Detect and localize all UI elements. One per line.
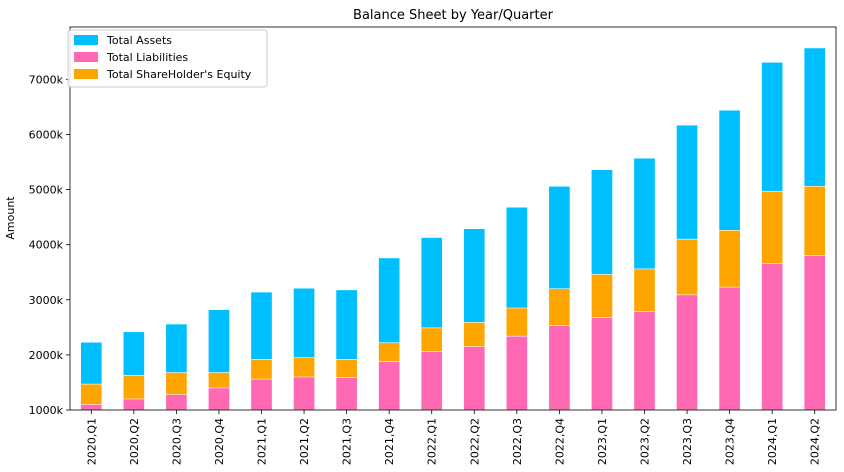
y-tick-label: 2000k [29, 349, 64, 362]
plot-frame [69, 26, 837, 411]
chart-title: Balance Sheet by Year/Quarter [353, 8, 554, 23]
bar-total-liabilities-15 [718, 286, 741, 411]
x-tick-label: 2020,Q3 [170, 418, 183, 465]
legend-label: Total Liabilities [106, 51, 188, 64]
x-tick-label: 2020,Q4 [213, 418, 226, 465]
bar-total-liabilities-2 [165, 394, 188, 411]
y-tick-label: 5000k [29, 184, 64, 197]
legend-swatch [74, 69, 98, 79]
bar-total-liabilities-6 [335, 377, 358, 411]
y-tick-label: 1000k [29, 404, 64, 417]
axes-group: 1000k 2000k 3000k 4000k 5000k 6000k 7000k 2020,… [29, 26, 837, 465]
x-tick-label: 2022,Q2 [468, 418, 481, 465]
y-tick-label: 4000k [29, 239, 64, 252]
y-tick-label: 7000k [29, 73, 64, 86]
bar-total-liabilities-4 [250, 378, 273, 411]
x-tick-label: 2021,Q3 [341, 418, 354, 465]
legend: Total Assets Total Liabilities Total Share… [67, 29, 268, 88]
legend-label: Total Assets [106, 34, 172, 47]
bar-total-liabilities-5 [293, 376, 316, 411]
bar-total-liabilities-12 [591, 317, 613, 411]
legend-swatch [74, 52, 98, 62]
bar-total-liabilities-17 [803, 255, 826, 411]
x-tick-label: 2021,Q4 [383, 418, 396, 465]
x-tick-label: 2020,Q2 [128, 418, 141, 465]
bar-total-liabilities-10 [505, 335, 528, 411]
legend-label: Total ShareHolder's Equity [106, 68, 252, 81]
x-tick-label: 2023,Q2 [639, 418, 652, 465]
bar-total-liabilities-11 [548, 325, 571, 411]
bar-total-liabilities-16 [761, 263, 784, 411]
x-tick-label: 2023,Q1 [596, 418, 609, 465]
legend-swatch [74, 35, 98, 45]
bar-total-liabilities-8 [420, 351, 443, 411]
x-tick-label: 2022,Q3 [511, 418, 524, 465]
x-tick-label: 2024,Q2 [809, 418, 822, 465]
x-tick-label: 2022,Q1 [426, 418, 439, 465]
y-tick-label: 3000k [29, 294, 64, 307]
bar-total-liabilities-1 [122, 398, 145, 411]
x-tick-label: 2024,Q1 [766, 418, 779, 465]
bar-total-liabilities-0 [80, 404, 103, 411]
bar-total-liabilities-7 [378, 361, 401, 411]
x-tick-label: 2020,Q1 [85, 418, 98, 465]
bar-total-liabilities-3 [208, 387, 230, 411]
bar-total-liabilities-9 [463, 346, 486, 411]
y-tick-label: 6000k [29, 128, 64, 141]
x-tick-label: 2021,Q2 [298, 418, 311, 465]
x-tick-label: 2021,Q1 [256, 418, 269, 465]
y-axis-label: Amount [4, 196, 17, 240]
x-tick-label: 2023,Q4 [724, 418, 737, 465]
bars-group [80, 47, 826, 411]
x-tick-label: 2023,Q3 [681, 418, 694, 465]
legend-box [67, 29, 268, 88]
bar-total-liabilities-13 [633, 311, 656, 411]
bar-total-liabilities-14 [676, 294, 698, 411]
x-tick-label: 2022,Q4 [553, 418, 566, 465]
